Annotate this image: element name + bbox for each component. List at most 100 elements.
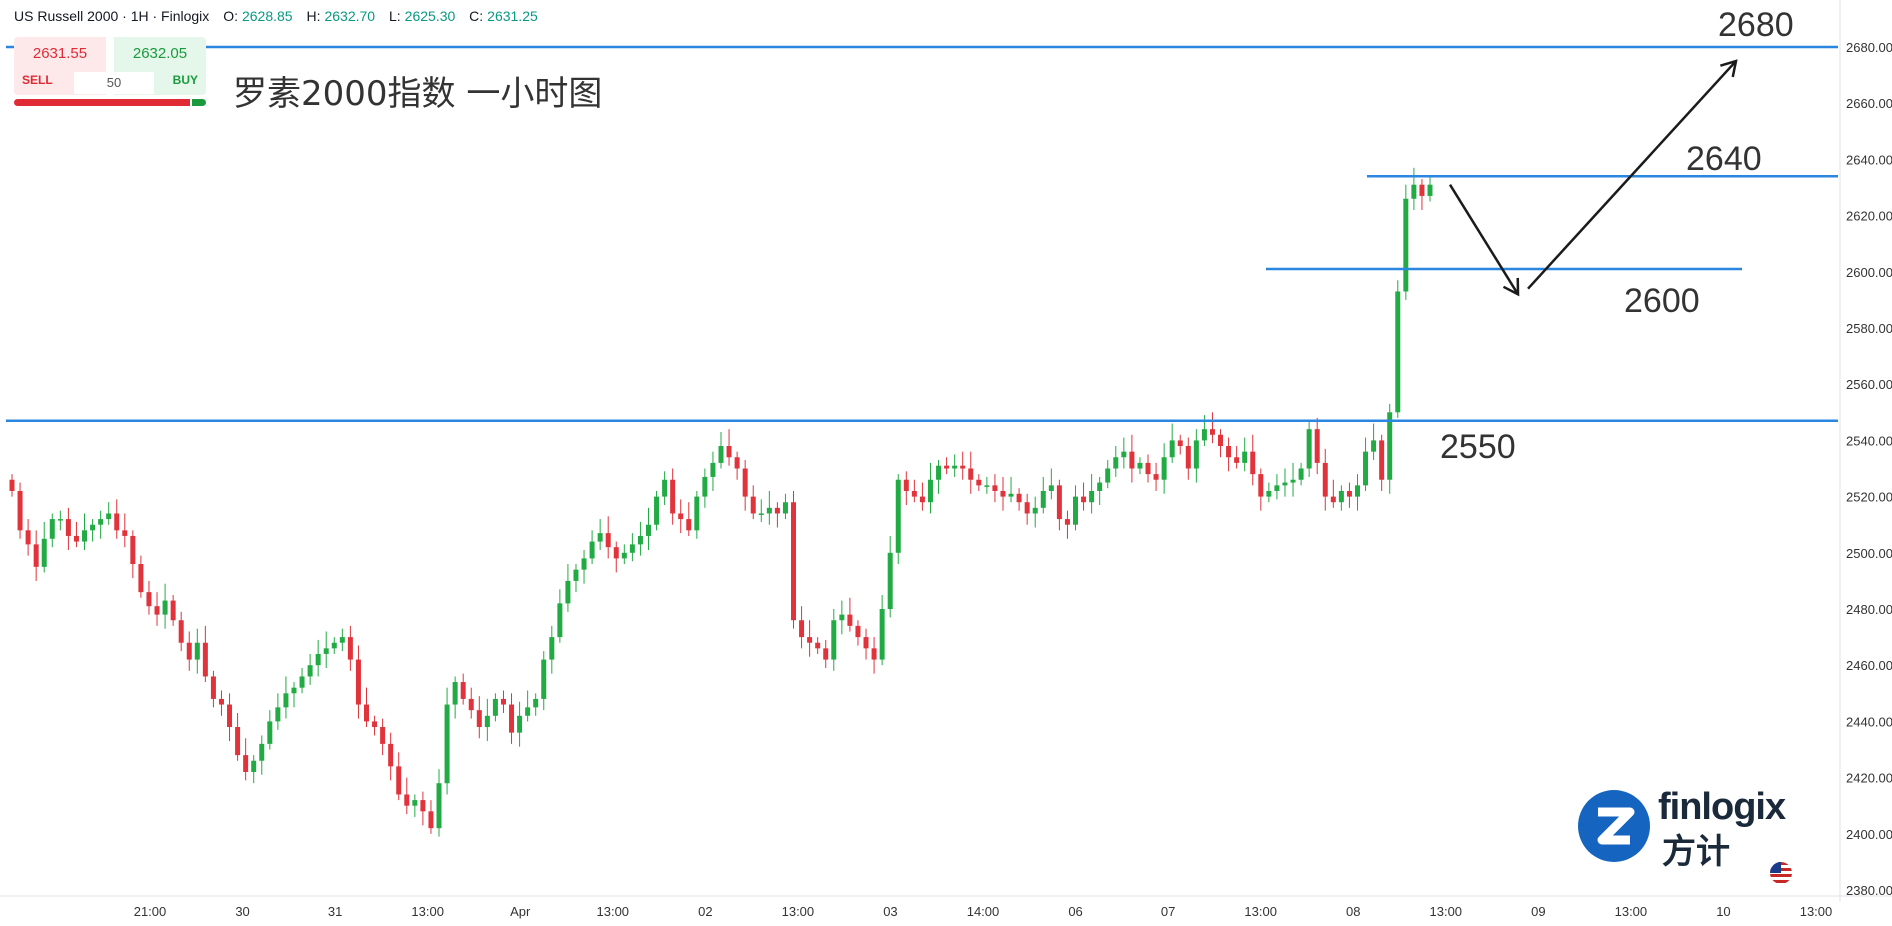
candle-body	[484, 715, 490, 728]
time-axis: 21:00 30 31 13:00 Apr 13:00 02 13:00 03 14:00 06 07…	[0, 895, 1892, 919]
candle-body	[1371, 440, 1377, 452]
candle-body	[758, 513, 764, 515]
candle-body	[944, 465, 950, 469]
buy-ratio-bar	[192, 99, 206, 106]
high-label: H:	[306, 8, 321, 24]
candle-body	[1121, 451, 1127, 458]
candle-body	[1395, 291, 1401, 413]
candle-body	[452, 682, 458, 705]
level-lines: 2680 2640 2600 2550	[6, 6, 1838, 466]
symbol-header: US Russell 2000 · 1H · Finlogix O: 2628.8…	[14, 8, 538, 24]
candle-body	[114, 513, 120, 531]
candle-body	[766, 507, 772, 514]
candle-body	[178, 620, 184, 643]
candle-body	[364, 704, 369, 722]
x-tick-label: 13:00	[1244, 904, 1277, 919]
candle-body	[734, 457, 740, 469]
candle-body	[662, 479, 668, 497]
finlogix-logo: finlogix 方计	[1578, 786, 1808, 880]
candle-body	[1266, 490, 1272, 497]
candle-body	[823, 648, 829, 660]
candle-body	[1032, 507, 1038, 514]
y-tick-label: 2400.00	[1846, 827, 1892, 842]
candle-body	[1129, 451, 1135, 469]
x-tick-label: 14:00	[967, 904, 1000, 919]
candle-body	[1242, 451, 1248, 463]
x-tick-label: 21:00	[134, 904, 167, 919]
candle-body	[1274, 485, 1280, 491]
candle-body	[1105, 468, 1111, 483]
arrowhead-down	[1502, 277, 1520, 297]
lot-size-input[interactable]: 50	[74, 72, 154, 94]
level-label-2680: 2680	[1718, 6, 1794, 44]
candle-body	[1016, 493, 1022, 503]
candle-body	[106, 513, 112, 520]
candle-body	[25, 530, 31, 545]
projection-arrow	[1448, 59, 1738, 297]
candle-body	[565, 580, 571, 604]
candle-body	[831, 620, 837, 660]
candle-body	[557, 603, 563, 638]
candle-body	[952, 465, 958, 469]
x-tick-label: 13:00	[1800, 904, 1833, 919]
candle-body	[460, 682, 466, 699]
candle-body	[138, 564, 144, 593]
arrow-up-leg	[1527, 60, 1737, 290]
x-tick-label: Apr	[510, 904, 531, 919]
candle-body	[468, 698, 474, 711]
y-tick-label: 2540.00	[1846, 433, 1892, 448]
candle-body	[927, 479, 933, 503]
finlogix-z-icon	[1578, 790, 1650, 862]
open-value: 2628.85	[241, 8, 293, 24]
candle-body	[412, 800, 418, 806]
x-tick-label: 13:00	[1615, 904, 1648, 919]
candle-body	[726, 446, 732, 458]
buy-label: BUY	[172, 73, 198, 87]
candle-body	[1322, 462, 1328, 497]
y-tick-label: 2520.00	[1846, 490, 1892, 505]
candle-body	[49, 519, 55, 539]
high-value: 2632.70	[324, 8, 376, 24]
candle-body	[1218, 434, 1224, 447]
candle-body	[533, 698, 539, 708]
candle-body	[1363, 451, 1369, 486]
y-tick-label: 2680.00	[1846, 40, 1892, 55]
candle-body	[702, 476, 708, 497]
candle-body	[1040, 490, 1046, 508]
open-label: O:	[223, 8, 238, 24]
candle-body	[1169, 440, 1175, 458]
candle-body	[404, 794, 410, 806]
candle-body	[1427, 184, 1433, 196]
candle-body	[235, 727, 241, 756]
candle-body	[251, 760, 257, 772]
candle-body	[629, 544, 635, 553]
candle-body	[911, 490, 917, 497]
y-tick-label: 2580.00	[1846, 321, 1892, 336]
candle-body	[259, 743, 265, 761]
candle-body	[1185, 446, 1191, 469]
candle-body	[500, 698, 506, 705]
candle-body	[146, 592, 152, 607]
candle-body	[1338, 490, 1344, 503]
candle-body	[291, 687, 297, 694]
level-label-2640: 2640	[1686, 140, 1762, 178]
candle-body	[742, 468, 748, 497]
x-tick-label: 08	[1346, 904, 1360, 919]
candle-body	[372, 721, 378, 728]
candle-body	[186, 642, 192, 660]
candle-body	[549, 637, 555, 660]
candle-body	[1290, 479, 1296, 483]
candle-body	[1306, 429, 1312, 469]
buy-price: 2632.05	[132, 45, 188, 62]
candle-body	[581, 558, 587, 570]
candle-body	[1226, 446, 1232, 458]
candle-body	[444, 704, 450, 784]
candle-body	[718, 446, 724, 463]
candle-body	[1314, 429, 1320, 463]
candle-body	[17, 490, 23, 531]
candle-body	[339, 637, 345, 643]
candle-body	[670, 479, 676, 514]
candle-body	[694, 496, 700, 531]
candle-body	[525, 707, 531, 716]
